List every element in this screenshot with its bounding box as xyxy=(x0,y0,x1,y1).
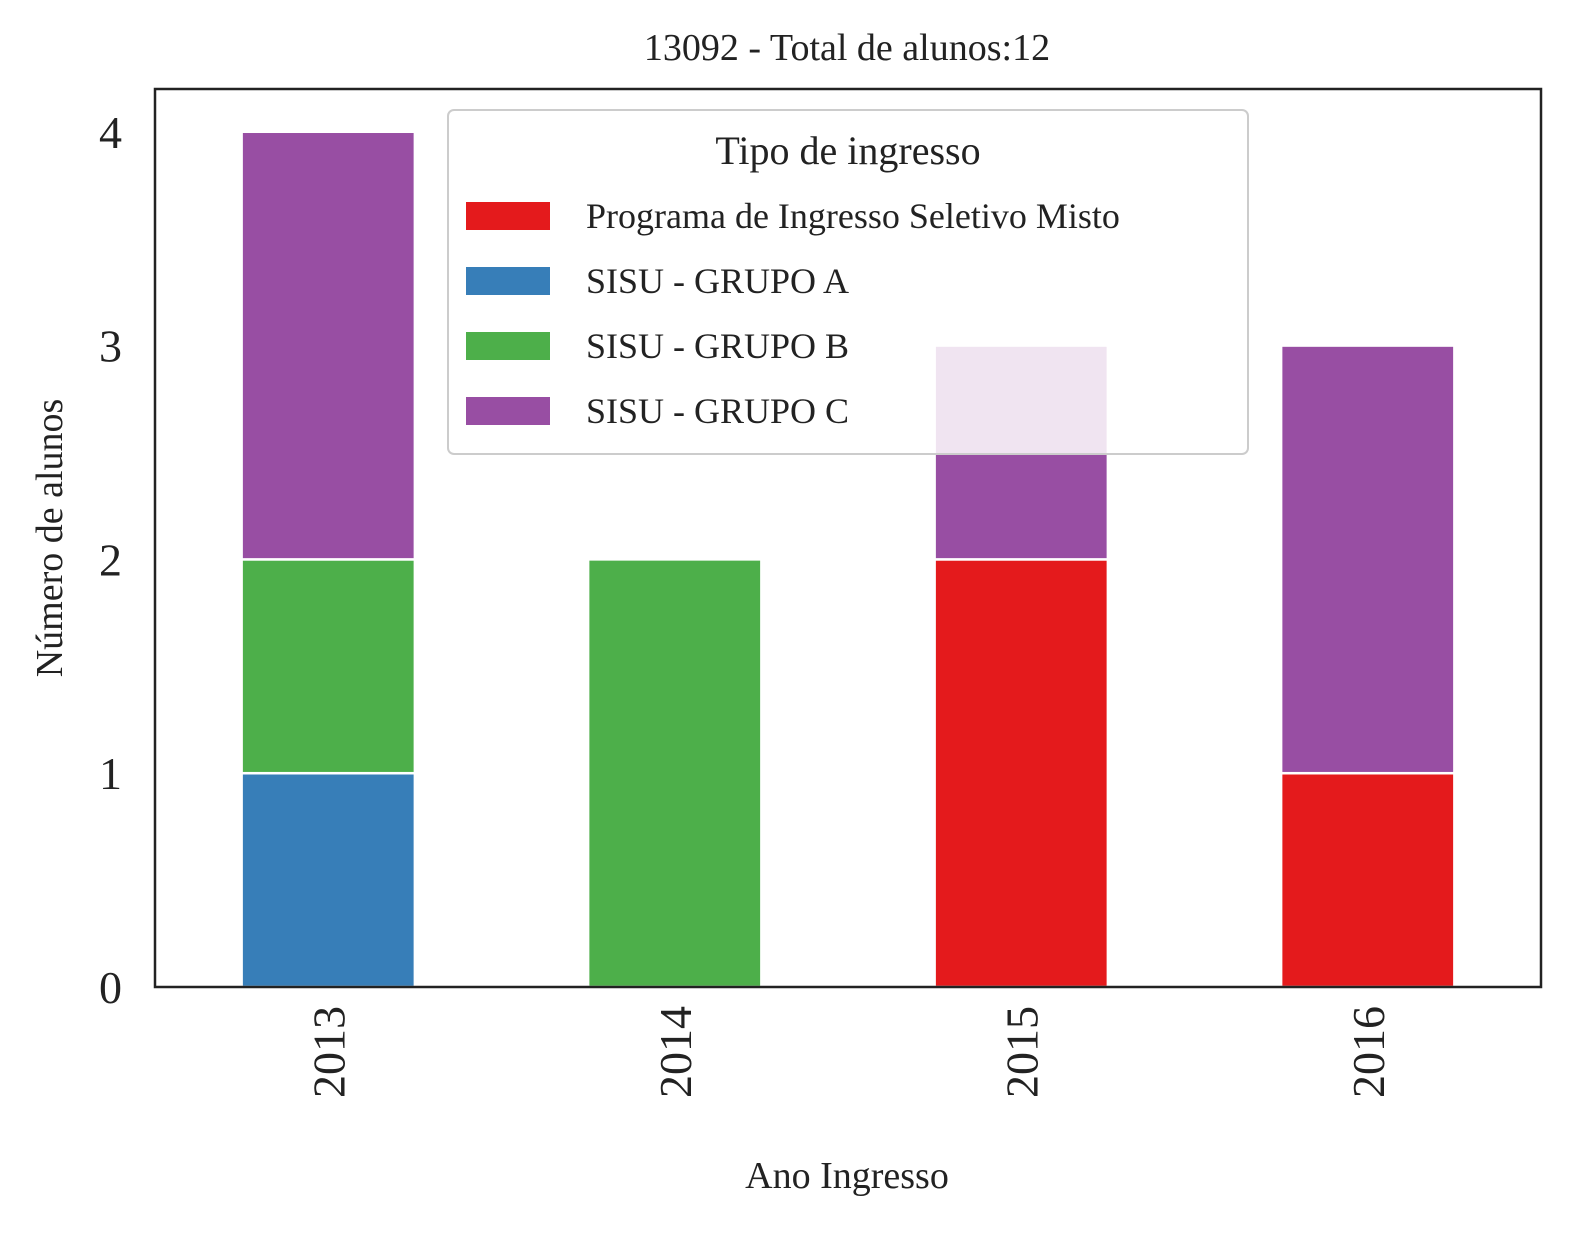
bar-2013-sisu-grupo-b xyxy=(240,558,417,775)
bar-2013-sisu-grupo-a xyxy=(240,771,417,989)
y-axis-label: Número de alunos xyxy=(29,399,71,678)
chart-title: 13092 - Total de alunos:12 xyxy=(644,27,1050,69)
legend-label-sisu-grupo-a: SISU - GRUPO A xyxy=(586,261,849,301)
y-axis-ticks: 0 1 2 3 4 xyxy=(99,107,122,1013)
legend-box xyxy=(447,109,1249,455)
x-tick-label-2016: 2016 xyxy=(1343,1006,1394,1098)
y-tick-label-4: 4 xyxy=(99,107,122,158)
legend-swatch-sisu-grupo-a xyxy=(466,267,550,295)
legend-items: Programa de Ingresso Seletivo Misto SISU … xyxy=(466,196,1120,431)
legend-label-sisu-grupo-c: SISU - GRUPO C xyxy=(586,391,849,431)
legend-swatch-sisu-grupo-c xyxy=(466,397,550,425)
y-tick-label-2: 2 xyxy=(99,534,122,585)
bar-2016-sisu-grupo-c xyxy=(1279,344,1456,775)
legend-swatch-sisu-grupo-b xyxy=(466,332,550,360)
x-tick-label-2015: 2015 xyxy=(996,1006,1047,1098)
legend-label-sisu-grupo-b: SISU - GRUPO B xyxy=(586,326,849,366)
bar-2016-programa-de-ingresso-seletivo-misto xyxy=(1279,771,1456,989)
y-tick-label-1: 1 xyxy=(99,748,122,799)
y-tick-label-3: 3 xyxy=(99,321,122,372)
plot-frame xyxy=(153,87,1543,989)
legend: Tipo de ingresso Programa de Ingresso Se… xyxy=(447,109,1249,455)
legend-label-programa-de-ingresso-seletivo-misto: Programa de Ingresso Seletivo Misto xyxy=(586,196,1120,236)
x-tick-label-2013: 2013 xyxy=(303,1006,354,1098)
bar-2014-sisu-grupo-b xyxy=(586,558,763,989)
x-axis-ticks: 2013 2014 2015 2016 xyxy=(303,1006,1394,1098)
x-axis-label: Ano Ingresso xyxy=(745,1155,949,1197)
legend-title: Tipo de ingresso xyxy=(715,128,980,173)
bar-2015-programa-de-ingresso-seletivo-misto xyxy=(933,558,1110,989)
y-tick-label-0: 0 xyxy=(99,962,122,1013)
x-tick-label-2014: 2014 xyxy=(650,1006,701,1098)
bar-2013-sisu-grupo-c xyxy=(240,130,417,561)
legend-swatch-programa-de-ingresso-seletivo-misto xyxy=(466,202,550,230)
